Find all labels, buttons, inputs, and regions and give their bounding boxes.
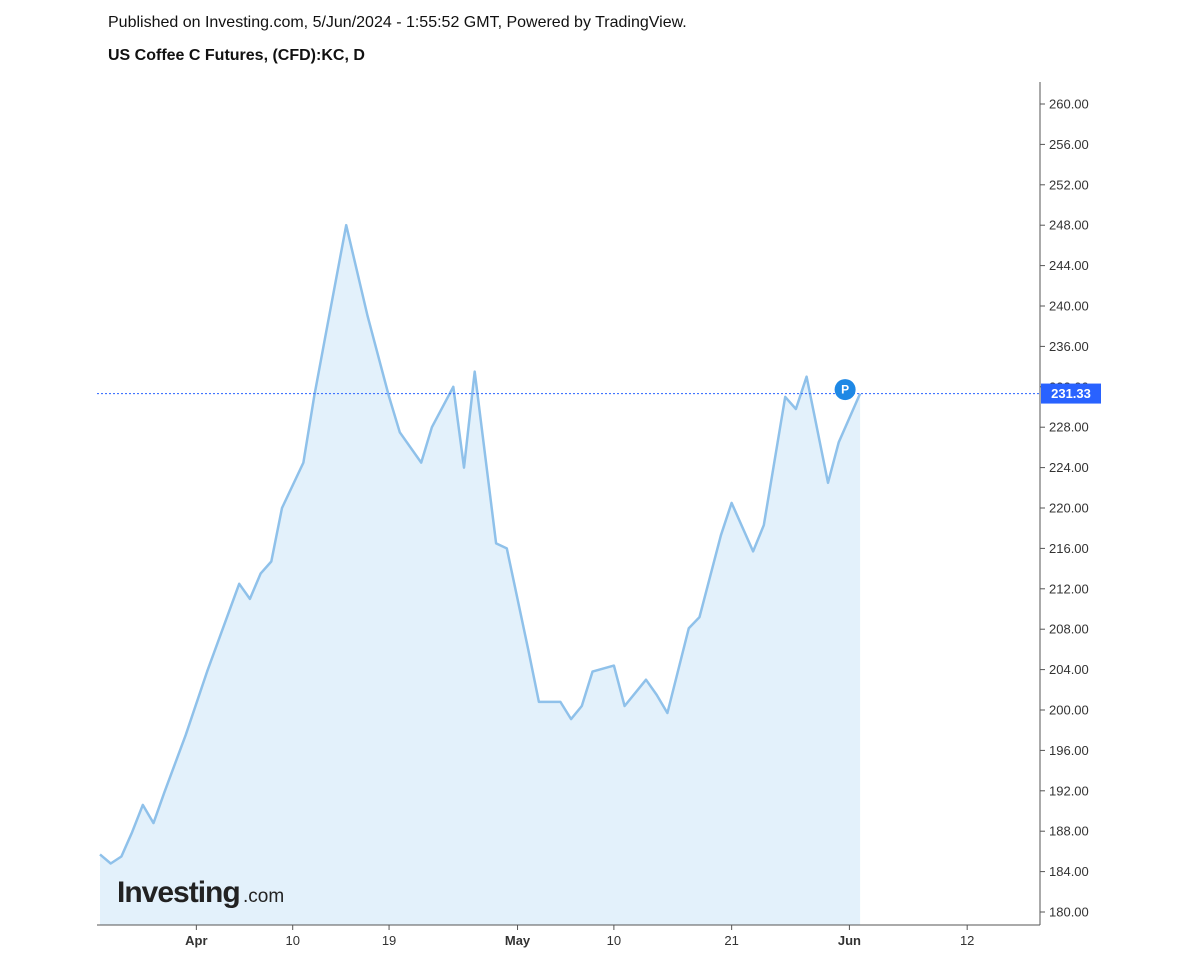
current-price-label: 231.33 [1051, 386, 1091, 401]
y-tick-label: 236.00 [1049, 339, 1089, 354]
y-tick-label: 212.00 [1049, 581, 1089, 596]
y-tick-label: 260.00 [1049, 97, 1089, 112]
x-tick-label: 10 [607, 933, 621, 948]
x-tick-label: 19 [382, 933, 396, 948]
series-line [99, 223, 862, 865]
investing-logo: Investing .com [117, 876, 284, 909]
area-fill [100, 225, 861, 925]
y-tick-label: 252.00 [1049, 177, 1089, 192]
y-tick-label: 216.00 [1049, 541, 1089, 556]
x-tick-label: 10 [285, 933, 299, 948]
y-tick-label: 248.00 [1049, 218, 1089, 233]
y-tick-label: 188.00 [1049, 824, 1089, 839]
p-marker-label: P [841, 383, 849, 397]
y-tick-label: 184.00 [1049, 864, 1089, 879]
published-note: Published on Investing.com, 5/Jun/2024 -… [108, 14, 687, 31]
price-layer: 231.33 P [97, 379, 1101, 404]
current-price-tag [1041, 383, 1101, 404]
x-tick-label: May [505, 933, 531, 948]
y-tick-label: 220.00 [1049, 501, 1089, 516]
logo-main-text: Investing [117, 876, 240, 909]
x-tick-label: Jun [838, 933, 861, 948]
y-tick-label: 196.00 [1049, 743, 1089, 758]
y-tick-label: 192.00 [1049, 783, 1089, 798]
y-tick-label: 200.00 [1049, 703, 1089, 718]
y-tick-label: 256.00 [1049, 137, 1089, 152]
area-layer [100, 225, 861, 925]
y-tick-label: 208.00 [1049, 622, 1089, 637]
line-layer [99, 223, 862, 865]
y-tick-label: 180.00 [1049, 905, 1089, 920]
p-marker-icon [834, 379, 856, 401]
chart-title: US Coffee C Futures, (CFD):KC, D [108, 47, 365, 64]
y-tick-label: 204.00 [1049, 662, 1089, 677]
logo-suffix-text: .com [243, 886, 284, 907]
y-tick-label: 244.00 [1049, 258, 1089, 273]
axis-layer: 260.00 256.00 252.00 248.00 244.00 240.00 236.… [97, 82, 1089, 948]
y-tick-label: 240.00 [1049, 299, 1089, 314]
x-tick-label: 12 [960, 933, 974, 948]
y-tick-label: 224.00 [1049, 460, 1089, 475]
x-tick-label: Apr [185, 933, 207, 948]
x-tick-label: 21 [724, 933, 738, 948]
y-tick-label: 228.00 [1049, 420, 1089, 435]
